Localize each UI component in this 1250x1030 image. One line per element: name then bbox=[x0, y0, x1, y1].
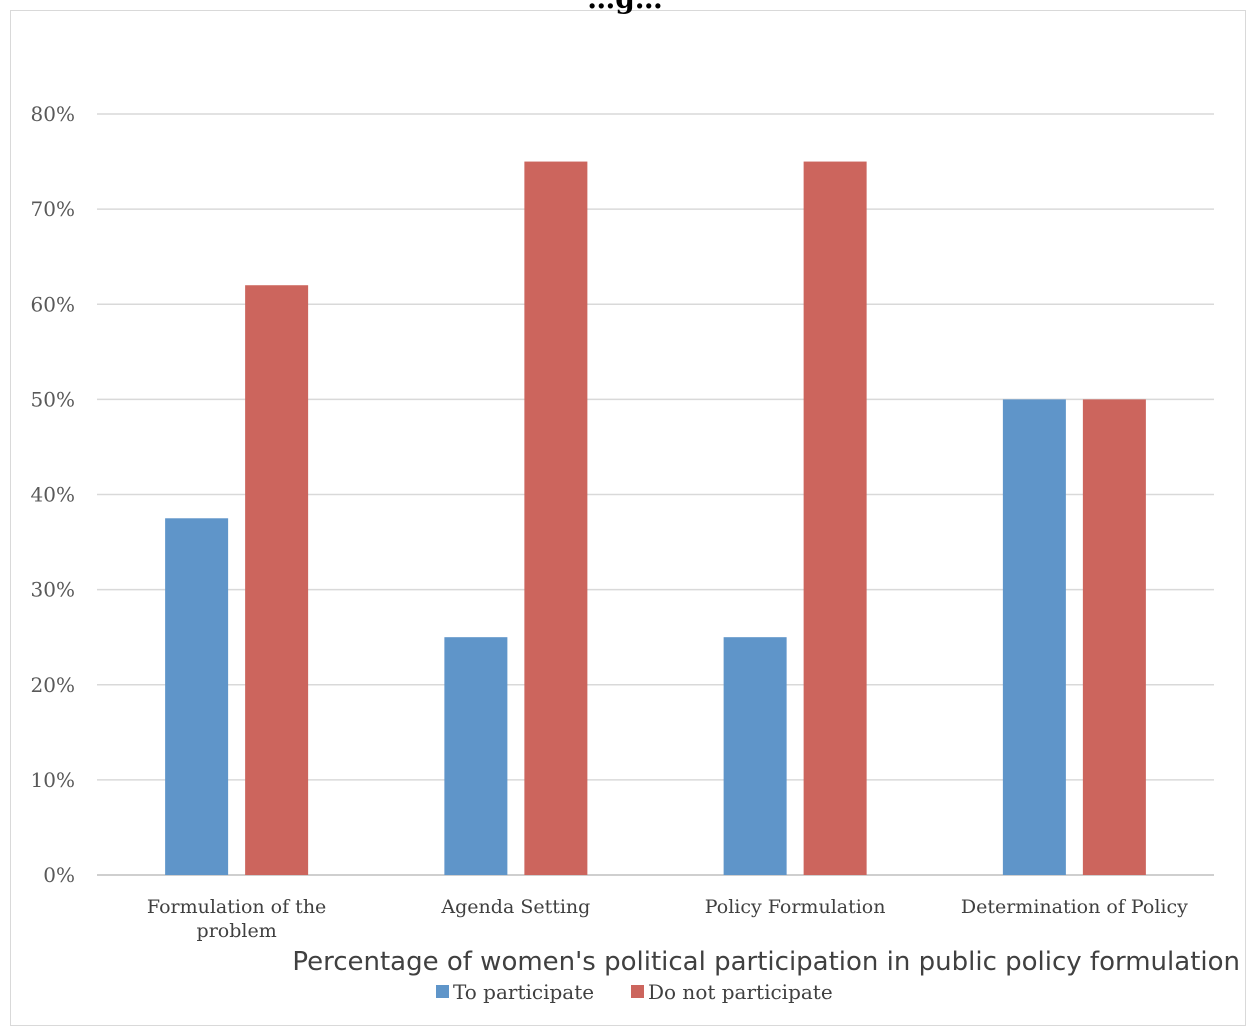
y-tick-label: 40% bbox=[31, 483, 75, 507]
bar-not-participate bbox=[1082, 399, 1146, 875]
bar-not-participate bbox=[803, 161, 867, 875]
chart-subtitle: Percentage of women's political particip… bbox=[292, 947, 1240, 977]
bar-participate bbox=[165, 518, 229, 875]
y-tick-label: 0% bbox=[43, 863, 75, 887]
y-tick-label: 30% bbox=[31, 578, 75, 602]
bars bbox=[165, 161, 1146, 876]
x-tick-label-line: Formulation of the bbox=[147, 896, 326, 918]
legend-swatch bbox=[631, 985, 644, 998]
x-tick-label-line: Determination of Policy bbox=[961, 896, 1188, 918]
legend-swatch bbox=[436, 985, 449, 998]
y-tick-label: 70% bbox=[31, 197, 75, 221]
y-tick-label: 10% bbox=[31, 768, 75, 792]
bar-participate bbox=[444, 637, 508, 875]
legend-label: To participate bbox=[453, 980, 594, 1004]
y-tick-label: 60% bbox=[31, 292, 75, 316]
y-axis: 0% 10% 20% 30% 40% 50% 60% 70% 80% bbox=[31, 102, 75, 887]
legend-label: Do not participate bbox=[648, 980, 833, 1004]
x-tick-label-line: Policy Formulation bbox=[705, 896, 886, 918]
y-tick-label: 20% bbox=[31, 673, 75, 697]
x-tick-label-line: Agenda Setting bbox=[440, 896, 590, 918]
x-tick-label: Agenda Setting bbox=[440, 896, 590, 918]
x-axis: Formulation of the problem Agenda Setting P… bbox=[147, 896, 1188, 942]
bar-participate bbox=[723, 637, 787, 875]
x-tick-label: Determination of Policy bbox=[961, 896, 1188, 918]
y-tick-label: 50% bbox=[31, 387, 75, 411]
x-tick-label-line: problem bbox=[197, 920, 277, 942]
x-tick-label: Formulation of the problem bbox=[147, 896, 326, 942]
bar-participate bbox=[1002, 399, 1066, 875]
y-tick-label: 80% bbox=[31, 102, 75, 126]
bar-not-participate bbox=[524, 161, 588, 875]
legend: To participate Do not participate bbox=[436, 980, 833, 1004]
bar-not-participate bbox=[245, 285, 309, 876]
x-tick-label: Policy Formulation bbox=[705, 896, 886, 918]
chart-title: …g… bbox=[587, 0, 663, 15]
